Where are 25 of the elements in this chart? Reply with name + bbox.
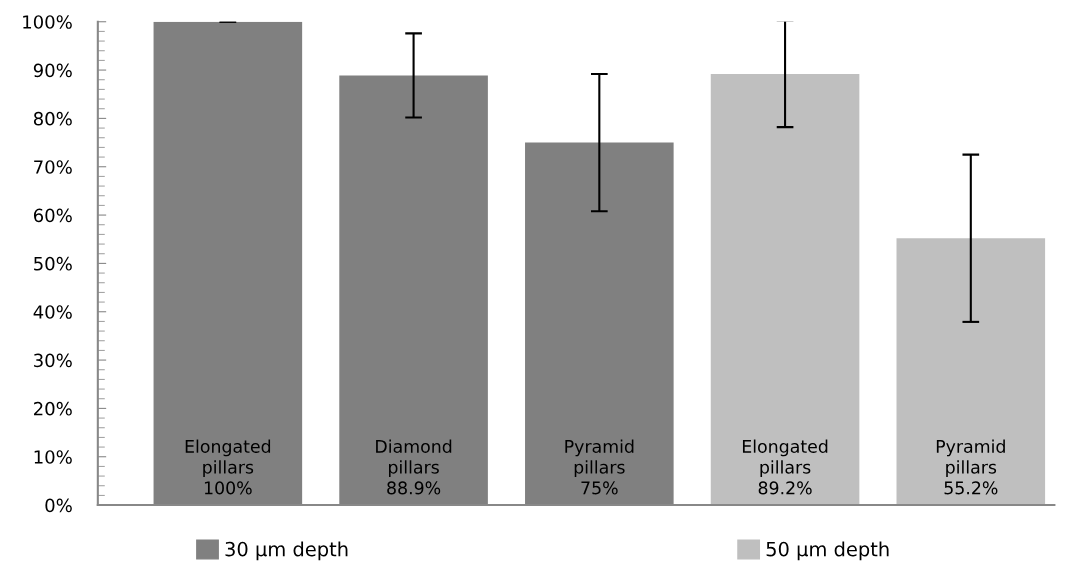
y-tick-label: 40%	[33, 305, 72, 319]
y-tick-label: 100%	[23, 15, 72, 29]
y-tick-label: 70%	[34, 160, 72, 174]
x-tick-label: Elongated pillars	[742, 439, 828, 478]
legend-label: 50 µm depth	[766, 541, 889, 561]
y-tick-label: 60%	[33, 208, 72, 223]
data-label: 88.9%	[387, 481, 441, 495]
y-tick-label: 50%	[34, 256, 72, 271]
y-tick-label: 90%	[33, 63, 72, 78]
data-label: 75%	[581, 481, 618, 495]
x-tick-label: Pyramid pillars	[565, 439, 634, 478]
x-tick-label: Elongated pillars	[185, 439, 271, 478]
data-label: 100%	[204, 481, 252, 495]
y-tick-label: 0%	[45, 498, 72, 513]
legend-label: 30 µm depth	[225, 541, 348, 561]
y-tick-label: 80%	[33, 111, 72, 126]
data-label: 55.2%	[944, 481, 998, 495]
x-tick-label: Pyramid pillars	[936, 439, 1005, 478]
x-tick-label: Diamond pillars	[376, 439, 452, 478]
data-label: 89.2%	[758, 481, 812, 495]
y-tick-label: 20%	[34, 401, 72, 416]
y-tick-label: 30%	[34, 353, 72, 368]
y-tick-label: 10%	[34, 450, 72, 464]
bar	[710, 73, 860, 506]
bar	[896, 238, 1046, 506]
